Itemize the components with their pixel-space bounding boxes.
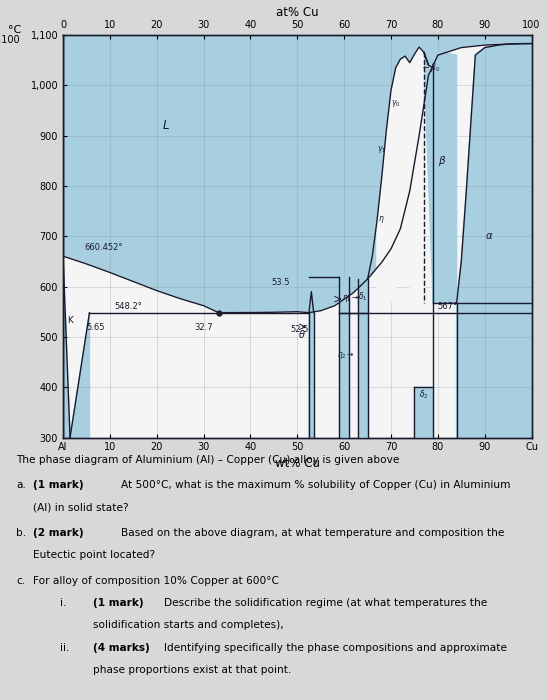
Text: Describe the solidification regime (at what temperatures the: Describe the solidification regime (at w… bbox=[164, 598, 488, 608]
Text: 567°: 567° bbox=[437, 302, 457, 312]
Polygon shape bbox=[377, 47, 424, 312]
Polygon shape bbox=[456, 43, 532, 437]
X-axis label: at% Cu: at% Cu bbox=[276, 6, 318, 19]
Text: $\leftarrow\beta_0$: $\leftarrow\beta_0$ bbox=[421, 61, 441, 74]
Text: 32.7: 32.7 bbox=[195, 323, 213, 332]
Polygon shape bbox=[63, 256, 219, 438]
Text: phase proportions exist at that point.: phase proportions exist at that point. bbox=[93, 665, 292, 675]
Text: $\delta_1$: $\delta_1$ bbox=[358, 290, 368, 302]
Text: $\theta$: $\theta$ bbox=[298, 328, 306, 340]
Text: 53.5: 53.5 bbox=[272, 278, 290, 287]
Text: $\gamma_0$: $\gamma_0$ bbox=[391, 99, 401, 109]
Text: The phase diagram of Aluminium (Al) – Copper (Cu) alloy is given above: The phase diagram of Aluminium (Al) – Co… bbox=[16, 455, 400, 465]
Text: $\delta_2$: $\delta_2$ bbox=[419, 389, 429, 400]
Text: (1 mark): (1 mark) bbox=[93, 598, 144, 608]
Text: K: K bbox=[67, 316, 73, 326]
Text: Based on the above diagram, at what temperature and composition the: Based on the above diagram, at what temp… bbox=[121, 528, 504, 538]
Polygon shape bbox=[89, 313, 309, 438]
Polygon shape bbox=[368, 52, 433, 303]
Text: (1 mark): (1 mark) bbox=[33, 480, 83, 490]
Polygon shape bbox=[377, 85, 424, 322]
Text: ii.: ii. bbox=[60, 643, 70, 652]
Text: Eutectic point located?: Eutectic point located? bbox=[33, 550, 155, 560]
Text: $\beta$: $\beta$ bbox=[438, 154, 447, 168]
Text: a.: a. bbox=[16, 480, 26, 490]
Text: b.: b. bbox=[16, 528, 26, 538]
Text: i.: i. bbox=[60, 598, 67, 608]
Text: c.: c. bbox=[16, 576, 26, 586]
X-axis label: wt% Cu: wt% Cu bbox=[275, 456, 320, 470]
Polygon shape bbox=[63, 256, 89, 438]
Polygon shape bbox=[219, 43, 532, 437]
Text: 52.5: 52.5 bbox=[290, 325, 309, 334]
Polygon shape bbox=[339, 276, 349, 438]
Text: $\eta$: $\eta$ bbox=[378, 214, 385, 225]
Text: L: L bbox=[163, 119, 169, 132]
Text: For alloy of composition 10% Copper at 600°C: For alloy of composition 10% Copper at 6… bbox=[33, 576, 279, 586]
Polygon shape bbox=[358, 279, 368, 438]
Text: 5.65: 5.65 bbox=[87, 323, 105, 332]
Text: (2 mark): (2 mark) bbox=[33, 528, 83, 538]
Text: $\gamma_1$: $\gamma_1$ bbox=[377, 144, 386, 155]
Text: 548.2°: 548.2° bbox=[115, 302, 142, 312]
Text: (4 marks): (4 marks) bbox=[93, 643, 150, 652]
Polygon shape bbox=[414, 387, 433, 438]
Polygon shape bbox=[377, 48, 424, 226]
Text: 1,100: 1,100 bbox=[0, 35, 21, 45]
Text: $\eta_1\rightarrow$: $\eta_1\rightarrow$ bbox=[342, 293, 360, 304]
Text: solidification starts and completes),: solidification starts and completes), bbox=[93, 620, 284, 630]
Polygon shape bbox=[433, 52, 456, 303]
Text: $\alpha$: $\alpha$ bbox=[485, 231, 494, 241]
Text: °C: °C bbox=[8, 25, 21, 35]
Text: $\eta_2\rightarrow$: $\eta_2\rightarrow$ bbox=[337, 350, 355, 361]
Text: 660.452°: 660.452° bbox=[84, 243, 123, 252]
Text: (Al) in solid state?: (Al) in solid state? bbox=[33, 503, 128, 512]
Text: Identifying specifically the phase compositions and approximate: Identifying specifically the phase compo… bbox=[164, 643, 507, 652]
Polygon shape bbox=[309, 292, 313, 438]
Text: At 500°C, what is the maximum % solubility of Copper (Cu) in Aluminium: At 500°C, what is the maximum % solubili… bbox=[121, 480, 510, 490]
